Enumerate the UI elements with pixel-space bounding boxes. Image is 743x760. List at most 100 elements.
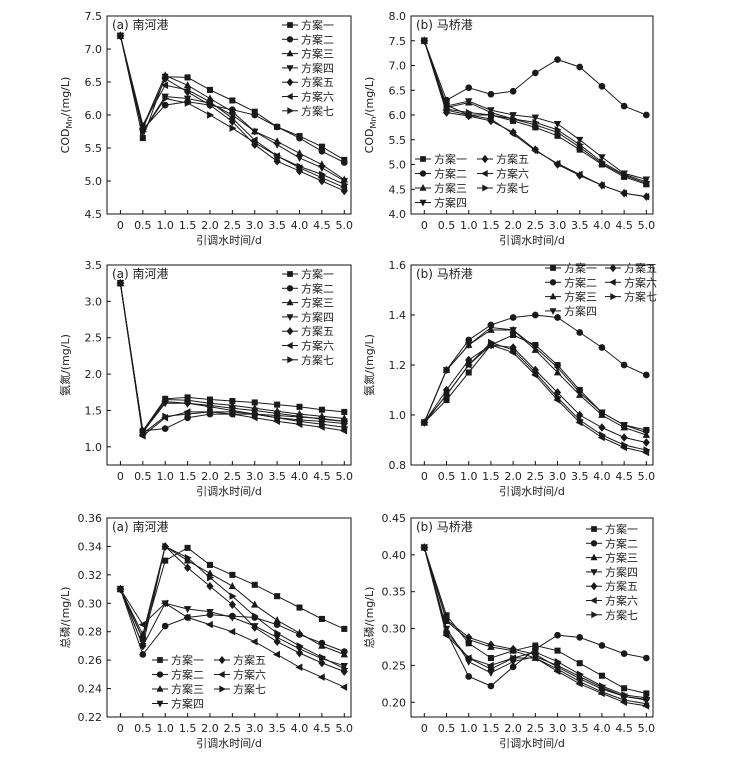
x-tick-label: 4.0 (291, 219, 309, 232)
legend-marker (549, 279, 557, 286)
x-tick-label: 4.0 (593, 470, 611, 483)
data-point (341, 180, 349, 188)
x-tick-label: 3.0 (246, 219, 264, 232)
data-point (575, 170, 583, 179)
x-tick-label: 4.0 (593, 722, 611, 735)
legend-label: 方案六 (624, 275, 657, 289)
data-point (295, 648, 304, 658)
legend-marker (549, 308, 557, 315)
legend-label: 方案一 (301, 18, 334, 32)
data-point (421, 418, 429, 427)
x-tick-label: 0 (117, 722, 124, 735)
legend-marker (481, 154, 489, 164)
data-point (553, 667, 561, 676)
x-axis-label: 引调水时间/d (196, 233, 262, 247)
data-point (599, 158, 607, 166)
legend-label: 方案三 (171, 682, 204, 696)
data-point (553, 368, 562, 376)
y-tick-label: 0.8 (389, 459, 407, 472)
x-axis-label: 引调水时间/d (499, 233, 565, 247)
x-tick-label: 2.5 (527, 722, 545, 735)
x-tick-label: 1.5 (179, 470, 197, 483)
legend-label: 方案六 (301, 90, 334, 104)
data-point (465, 342, 473, 350)
data-point (117, 32, 125, 40)
data-point (465, 84, 473, 92)
data-point (532, 118, 540, 127)
series-7 (117, 32, 349, 188)
data-point (465, 673, 473, 680)
data-point (642, 438, 650, 447)
x-tick-label: 5.0 (336, 470, 354, 483)
series-7 (421, 543, 651, 702)
x-axis-label: 引调水时间/d (499, 736, 565, 750)
x-tick-label: 2.5 (224, 470, 242, 483)
x-tick-label: 3.5 (268, 722, 286, 735)
legend-marker (482, 184, 489, 192)
data-point (184, 74, 191, 81)
data-point (643, 694, 651, 702)
y-axis-label: 总磷/(mg/L) (362, 587, 376, 649)
legend-marker (590, 597, 597, 604)
x-tick-label: 3.5 (571, 722, 589, 735)
data-point (509, 112, 517, 120)
x-tick-label: 5.0 (336, 219, 354, 232)
data-point (620, 422, 628, 430)
data-point (598, 642, 606, 649)
data-point (621, 691, 629, 699)
data-point (295, 155, 304, 163)
data-point (296, 417, 304, 426)
x-tick-label: 4.5 (313, 722, 331, 735)
chart-panel-5: (a) 南河港 0 0.5 1.0 1.5 2.0 2.5 3.0 3.5 4.0 4.5 5.0 引调… (58, 512, 353, 750)
legend-label: 方案三 (434, 181, 467, 195)
legend-label: 方案三 (301, 296, 334, 310)
data-point (161, 81, 169, 89)
y-tick-label: 0.30 (382, 623, 407, 636)
data-point (553, 121, 562, 129)
data-point (576, 634, 584, 641)
data-point (161, 101, 169, 109)
data-point (183, 86, 191, 94)
y-tick-label: 7.5 (85, 10, 103, 23)
data-point (273, 616, 281, 624)
data-point (621, 441, 629, 449)
legend-marker (286, 49, 294, 57)
y-tick-label: 0.28 (78, 626, 103, 639)
legend-label: 方案四 (301, 310, 334, 324)
data-point (161, 599, 169, 607)
x-tick-label: 1.0 (156, 722, 174, 735)
legend-marker (286, 298, 294, 306)
data-point (274, 401, 281, 408)
data-point (620, 102, 628, 110)
data-point (184, 544, 191, 551)
data-point (273, 123, 281, 131)
y-tick-label: 0.30 (78, 597, 103, 610)
y-axis-label: 氨氮/(mg/L) (362, 334, 376, 396)
data-point (318, 164, 326, 172)
data-point (340, 683, 348, 691)
data-point (228, 114, 236, 122)
y-tick-label: 0.34 (78, 540, 103, 553)
legend-label: 方案六 (233, 668, 266, 682)
legend-label: 方案四 (434, 196, 467, 210)
data-point (488, 111, 496, 119)
data-point (139, 635, 147, 643)
x-tick-label: 1.0 (156, 219, 174, 232)
data-point (619, 189, 627, 197)
data-point (443, 391, 451, 399)
data-point (296, 642, 304, 650)
data-point (138, 620, 146, 629)
series-4 (420, 324, 651, 437)
chart-panel-4: (b) 马桥港 0 0.5 1.0 1.5 2.0 2.5 3.0 3.5 4.0 4.5 5.0 引调… (362, 259, 657, 498)
data-point (465, 654, 473, 662)
plot-frame (106, 264, 352, 466)
legend-marker (286, 314, 294, 321)
x-tick-label: 3.0 (246, 722, 264, 735)
y-axis-label: 总磷/(mg/L) (58, 587, 72, 649)
data-point (184, 99, 192, 107)
legend-label: 方案六 (496, 167, 529, 181)
legend-marker (287, 271, 293, 277)
